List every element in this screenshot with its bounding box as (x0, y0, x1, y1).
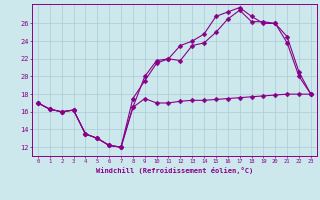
X-axis label: Windchill (Refroidissement éolien,°C): Windchill (Refroidissement éolien,°C) (96, 167, 253, 174)
